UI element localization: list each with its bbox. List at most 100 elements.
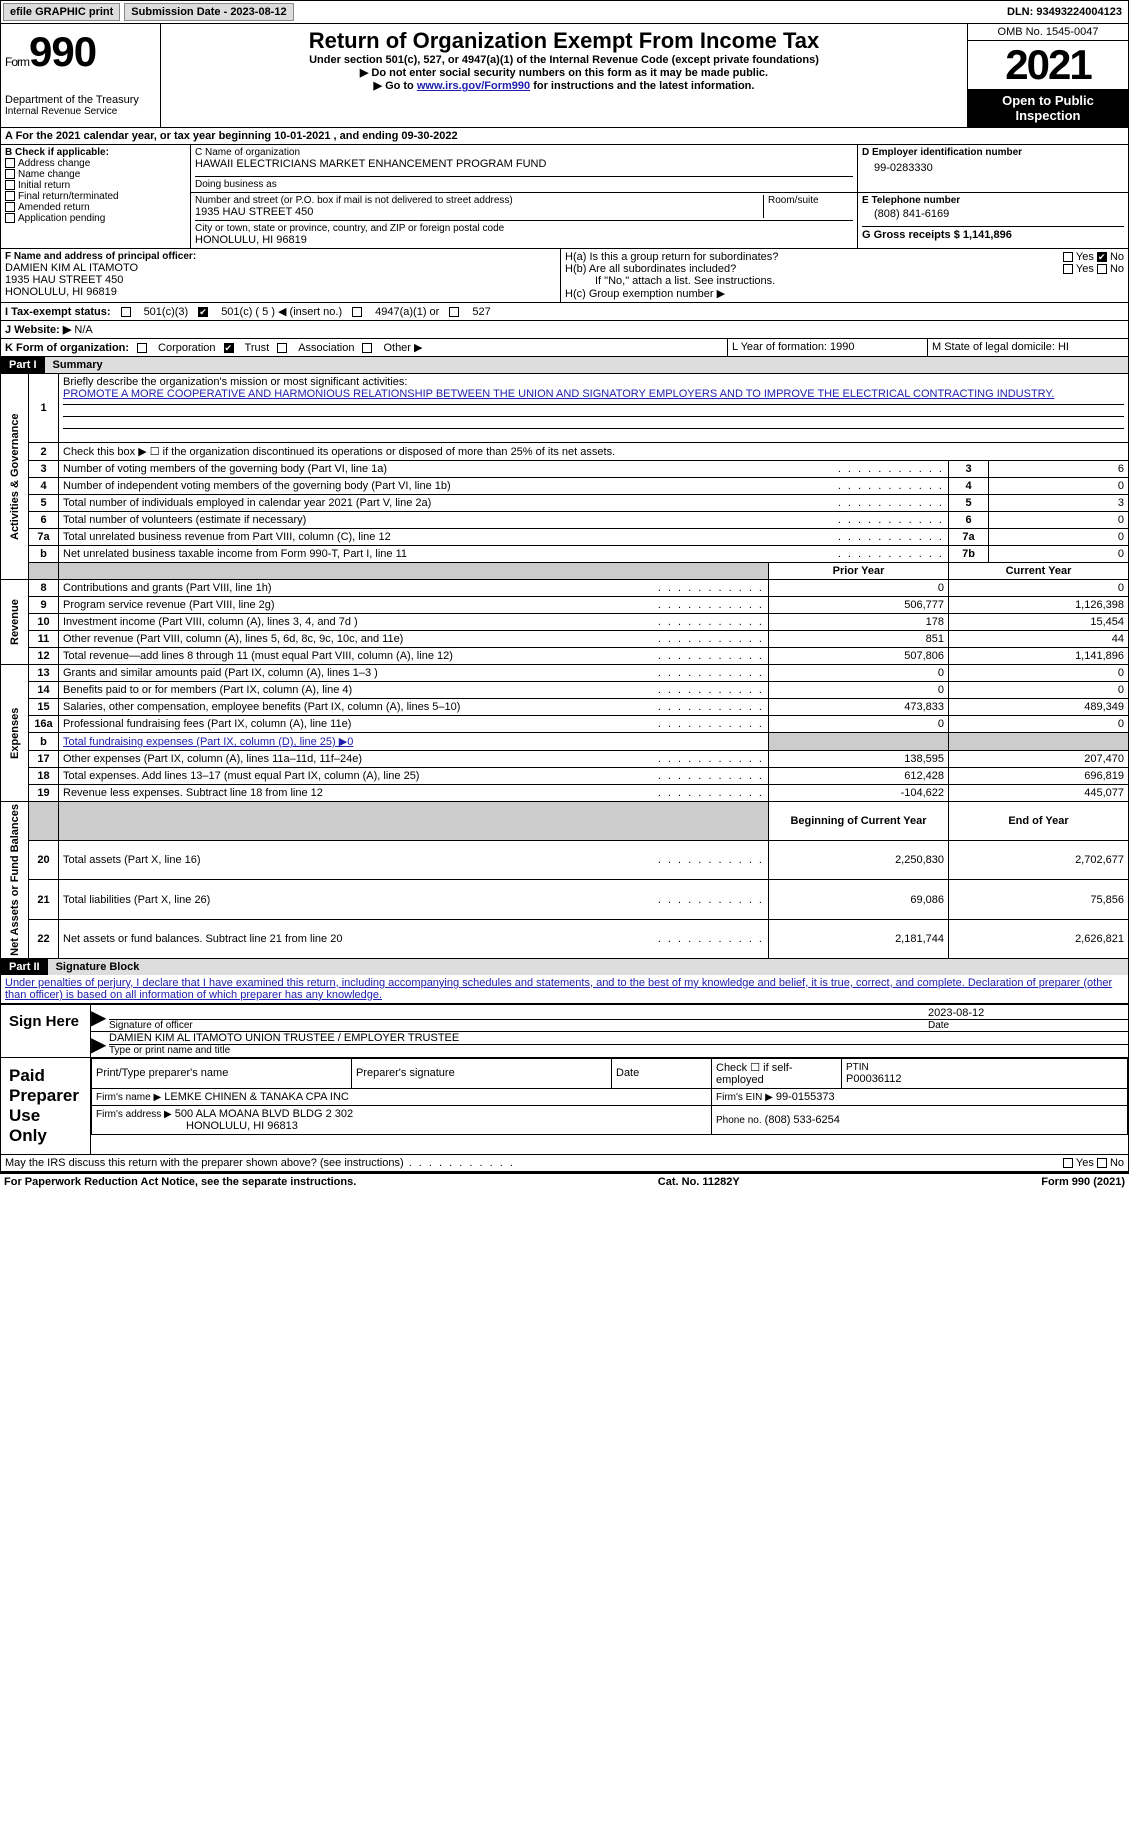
addr-label: Number and street (or P.O. box if mail i… [195,195,763,206]
check-amended-return[interactable]: Amended return [5,202,186,213]
dba-label: Doing business as [195,176,853,190]
website-value: N/A [74,324,92,336]
box-k-label: K Form of organization: [5,342,129,354]
discuss-row: May the IRS discuss this return with the… [0,1155,1129,1172]
discuss-yes-checkbox[interactable] [1063,1158,1073,1168]
corp-checkbox[interactable] [137,343,147,353]
submission-date-button[interactable]: Submission Date - 2023-08-12 [124,3,293,21]
org-name: HAWAII ELECTRICIANS MARKET ENHANCEMENT P… [195,158,853,170]
subtitle-3-post: for instructions and the latest informat… [530,80,754,92]
h-b-text: H(b) Are all subordinates included? [565,263,1063,275]
irs-link[interactable]: www.irs.gov/Form990 [417,80,530,92]
officer-addr2: HONOLULU, HI 96819 [5,286,556,298]
501c3-checkbox[interactable] [121,307,131,317]
dln-label: DLN: 93493224004123 [1001,4,1128,20]
part-2-tag: Part II [1,959,48,975]
check-final-return[interactable]: Final return/terminated [5,191,186,202]
form-number: 990 [29,28,96,75]
subtitle-2: ▶ Do not enter social security numbers o… [165,66,963,79]
line1-label: Briefly describe the organization's miss… [63,376,407,388]
firm-name: LEMKE CHINEN & TANAKA CPA INC [164,1091,349,1103]
h-c-text: H(c) Group exemption number ▶ [565,287,1124,300]
box-c-label: C Name of organization [195,147,853,158]
website-row: J Website: ▶ N/A [0,320,1129,338]
check-application-pending[interactable]: Application pending [5,213,186,224]
subtitle-3-pre: ▶ Go to [374,80,417,92]
paid-preparer-block: Paid Preparer Use Only Print/Type prepar… [0,1058,1129,1155]
firm-phone: (808) 533-6254 [765,1114,840,1126]
side-net-assets: Net Assets or Fund Balances [1,802,29,959]
firm-addr2: HONOLULU, HI 96813 [96,1120,298,1132]
ein-value: 99-0283330 [862,158,1124,174]
self-employed-check[interactable]: Check ☐ if self-employed [712,1058,842,1088]
501c-checkbox[interactable] [198,307,208,317]
prep-date-label: Date [612,1058,712,1088]
sig-date: 2023-08-12 [928,1007,1128,1019]
arrow-icon: ▶ [91,1005,109,1031]
ha-no-checkbox[interactable] [1097,252,1107,262]
hb-no-checkbox[interactable] [1097,264,1107,274]
top-bar: efile GRAPHIC print Submission Date - 20… [0,0,1129,24]
arrow-icon: ▶ [91,1032,109,1057]
box-e-label: E Telephone number [862,195,1124,206]
box-m: M State of legal domicile: HI [928,339,1128,356]
tax-year: 2021 [968,41,1128,89]
h-a-text: H(a) Is this a group return for subordin… [565,251,1063,263]
sign-here-label: Sign Here [1,1005,91,1057]
col-begin-year: Beginning of Current Year [769,802,949,841]
part-1-tag: Part I [1,357,45,373]
subtitle-1: Under section 501(c), 527, or 4947(a)(1)… [165,54,963,66]
ptin-value: P00036112 [846,1073,1123,1085]
box-b-head: B Check if applicable: [5,147,186,158]
box-f-label: F Name and address of principal officer: [5,251,556,262]
col-current-year: Current Year [949,563,1129,580]
summary-table: Activities & Governance 1 Briefly descri… [0,373,1129,959]
box-g-label: G Gross receipts $ 1,141,896 [862,226,1124,241]
line-a-text: A For the 2021 calendar year, or tax yea… [1,128,1128,144]
page-footer: For Paperwork Reduction Act Notice, see … [0,1172,1129,1190]
col-end-year: End of Year [949,802,1129,841]
4947-checkbox[interactable] [352,307,362,317]
box-l: L Year of formation: 1990 [728,339,928,356]
open-inspection: Open to Public Inspection [968,89,1128,127]
h-note: If "No," attach a list. See instructions… [565,275,1124,287]
side-activities: Activities & Governance [1,374,29,580]
prep-name-label: Print/Type preparer's name [92,1058,352,1088]
527-checkbox[interactable] [449,307,459,317]
sig-officer-label: Signature of officer [109,1019,928,1031]
discuss-no-checkbox[interactable] [1097,1158,1107,1168]
box-i-label: I Tax-exempt status: [5,306,111,318]
perjury-text: Under penalties of perjury, I declare th… [5,977,1112,1001]
side-revenue: Revenue [1,580,29,665]
check-initial-return[interactable]: Initial return [5,180,186,191]
city-label: City or town, state or province, country… [195,223,853,234]
hb-yes-checkbox[interactable] [1063,264,1073,274]
box-b: B Check if applicable: Address change Na… [1,145,191,248]
name-title-label: Type or print name and title [109,1044,1128,1056]
firm-ein: 99-0155373 [776,1091,835,1103]
form-title: Return of Organization Exempt From Incom… [165,28,963,54]
line-a: A For the 2021 calendar year, or tax yea… [0,127,1129,144]
col-prior-year: Prior Year [769,563,949,580]
dept-treasury: Department of the Treasury [5,94,156,106]
officer-printed-name: DAMIEN KIM AL ITAMOTO UNION TRUSTEE / EM… [109,1032,1128,1044]
part-2-header: Part II Signature Block [0,959,1129,975]
ha-yes-checkbox[interactable] [1063,252,1073,262]
footer-right: Form 990 (2021) [1041,1176,1125,1188]
efile-print-button[interactable]: efile GRAPHIC print [3,3,120,21]
room-label: Room/suite [768,195,853,206]
assoc-checkbox[interactable] [277,343,287,353]
officer-name: DAMIEN KIM AL ITAMOTO [5,262,556,274]
form-header: Form990 Department of the Treasury Inter… [0,24,1129,127]
sign-here-block: Sign Here ▶ Signature of officer 2023-08… [0,1004,1129,1058]
street-address: 1935 HAU STREET 450 [195,206,763,218]
line2-text: Check this box ▶ ☐ if the organization d… [59,443,1129,461]
check-address-change[interactable]: Address change [5,158,186,169]
other-checkbox[interactable] [362,343,372,353]
trust-checkbox[interactable] [224,343,234,353]
check-name-change[interactable]: Name change [5,169,186,180]
form-word: Form [5,55,29,69]
entity-block: B Check if applicable: Address change Na… [0,144,1129,248]
part-1-header: Part I Summary [0,356,1129,373]
officer-addr1: 1935 HAU STREET 450 [5,274,556,286]
